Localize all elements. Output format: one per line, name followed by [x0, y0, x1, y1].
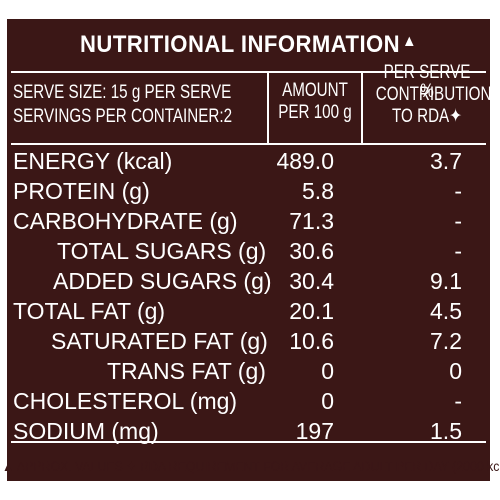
- column-divider: [267, 71, 269, 143]
- amount-value: 30.4: [289, 266, 334, 296]
- title-text: NUTRITIONAL INFORMATION: [80, 31, 400, 58]
- rda-value: -: [454, 176, 462, 206]
- rda-header-line3: TO RDA✦: [376, 107, 478, 126]
- triangle-icon: ▲: [402, 33, 417, 50]
- serve-size-label: SERVE SIZE: 15 g PER SERVE: [13, 83, 231, 102]
- rda-value: 3.7: [430, 146, 462, 176]
- table-row: PROTEIN (g) 5.8 -: [7, 176, 490, 206]
- table-row: TOTAL SUGARS (g) 30.6 -: [7, 236, 490, 266]
- amount-header-line2: PER 100 g: [278, 103, 352, 122]
- servings-label: SERVINGS PER CONTAINER:2: [13, 107, 232, 126]
- amount-value: 197: [296, 416, 334, 446]
- table-row: SATURATED FAT (g) 10.6 7.2: [7, 326, 490, 356]
- nutrient-label: ADDED SUGARS (g): [53, 266, 272, 296]
- amount-header-line1: AMOUNT: [278, 81, 352, 100]
- amount-value: 0: [321, 356, 334, 386]
- rda-value: 9.1: [430, 266, 462, 296]
- nutrition-panel: NUTRITIONAL INFORMATION ▲ SERVE SIZE: 15 …: [4, 16, 493, 484]
- nutrient-label: SATURATED FAT (g): [51, 326, 268, 356]
- table-row: ENERGY (kcal) 489.0 3.7: [7, 146, 490, 176]
- rda-value: 1.5: [430, 416, 462, 446]
- rda-value: -: [454, 386, 462, 416]
- table-row: CARBOHYDRATE (g) 71.3 -: [7, 206, 490, 236]
- rda-value: 4.5: [430, 296, 462, 326]
- table-row: TOTAL FAT (g) 20.1 4.5: [7, 296, 490, 326]
- rda-value: 0: [449, 356, 462, 386]
- amount-value: 0: [321, 386, 334, 416]
- nutrient-label: TRANS FAT (g): [107, 356, 266, 386]
- amount-value: 71.3: [289, 206, 334, 236]
- footnote: ▲ APPROX. VALUES ✦ RDA REQUIREMENT FOR A…: [2, 458, 500, 475]
- divider: [11, 143, 486, 145]
- nutrient-label: SODIUM (mg): [13, 416, 159, 446]
- nutrient-label: CHOLESTEROL (mg): [13, 386, 237, 416]
- nutrient-label: CARBOHYDRATE (g): [13, 206, 238, 236]
- table-row: SODIUM (mg) 197 1.5: [7, 416, 490, 446]
- column-divider: [361, 71, 363, 143]
- rda-value: -: [454, 206, 462, 236]
- table-row: CHOLESTEROL (mg) 0 -: [7, 386, 490, 416]
- rda-header-line2: CONTRIBUTION: [376, 85, 478, 104]
- rda-value: -: [454, 236, 462, 266]
- amount-value: 30.6: [289, 236, 334, 266]
- amount-value: 5.8: [302, 176, 334, 206]
- panel-title: NUTRITIONAL INFORMATION ▲: [26, 31, 470, 59]
- table-row: ADDED SUGARS (g) 30.4 9.1: [7, 266, 490, 296]
- nutrient-label: PROTEIN (g): [13, 176, 150, 206]
- nutrient-label: TOTAL FAT (g): [13, 296, 165, 326]
- amount-value: 489.0: [276, 146, 334, 176]
- amount-value: 20.1: [289, 296, 334, 326]
- nutrient-label: TOTAL SUGARS (g): [57, 236, 266, 266]
- table-row: TRANS FAT (g) 0 0: [7, 356, 490, 386]
- amount-value: 10.6: [289, 326, 334, 356]
- rda-value: 7.2: [430, 326, 462, 356]
- nutrient-label: ENERGY (kcal): [13, 146, 172, 176]
